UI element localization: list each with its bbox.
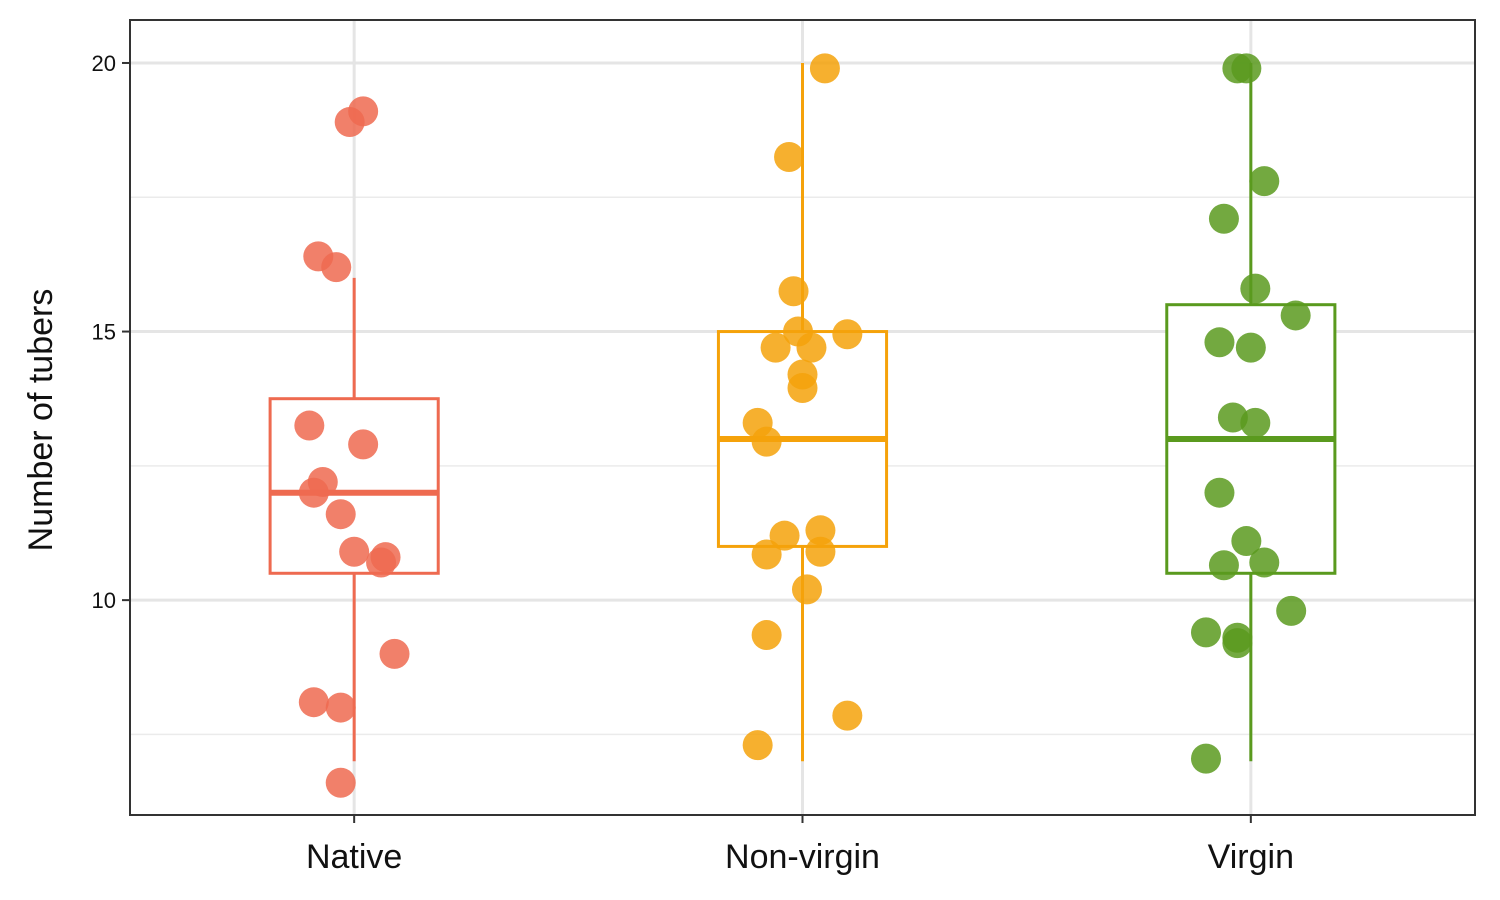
data-point (1235, 332, 1266, 363)
data-point (1208, 203, 1239, 234)
x-tick-label: Non-virgin (725, 838, 880, 876)
data-point (832, 700, 863, 731)
data-points (294, 53, 1311, 798)
data-point (805, 536, 836, 567)
data-point (1191, 743, 1221, 774)
data-point (791, 574, 822, 605)
points-native (294, 96, 410, 798)
data-point (1249, 166, 1280, 197)
y-tick-label: 10 (92, 588, 116, 613)
box-non-virgin (716, 62, 889, 762)
data-point (348, 429, 379, 460)
data-point (321, 252, 352, 283)
data-point (334, 107, 365, 138)
data-point (1276, 595, 1307, 626)
data-point (1231, 526, 1262, 557)
data-point (1204, 327, 1235, 358)
data-point (1222, 628, 1253, 659)
data-point (751, 620, 782, 651)
data-point (742, 730, 773, 761)
data-point (787, 372, 818, 403)
data-point (339, 536, 370, 567)
data-point (796, 332, 827, 363)
data-point (751, 426, 782, 457)
data-point (1204, 477, 1235, 508)
box-native (268, 277, 440, 762)
data-point (298, 477, 329, 508)
y-tick-label: 15 (92, 320, 116, 345)
points-non-virgin (742, 53, 863, 761)
data-point (366, 547, 397, 578)
data-point (805, 515, 836, 546)
data-point (379, 638, 410, 669)
data-point (325, 499, 356, 530)
data-point (1191, 617, 1221, 648)
y-axis-title: Number of tubers (22, 289, 60, 552)
data-point (1240, 407, 1271, 438)
data-point (1231, 53, 1262, 84)
x-tick-label: Native (306, 838, 402, 876)
data-point (809, 53, 840, 84)
data-point (325, 692, 356, 723)
x-tick-label: Virgin (1208, 838, 1294, 876)
data-point (1280, 300, 1311, 331)
data-point (774, 141, 805, 172)
axes: 10 15 20 Native Non-virgin Virgin (92, 51, 1294, 876)
data-point (751, 539, 782, 570)
points-virgin (1191, 53, 1311, 774)
data-point (1208, 550, 1239, 581)
data-point (1249, 547, 1280, 578)
data-point (832, 319, 863, 350)
data-point (325, 767, 356, 798)
data-point (769, 520, 800, 551)
data-point (1217, 402, 1248, 433)
data-point (778, 276, 809, 307)
data-point (298, 687, 329, 718)
data-point (760, 332, 791, 363)
y-tick-label: 20 (92, 51, 116, 76)
data-point (294, 410, 325, 441)
data-point (1240, 273, 1271, 304)
